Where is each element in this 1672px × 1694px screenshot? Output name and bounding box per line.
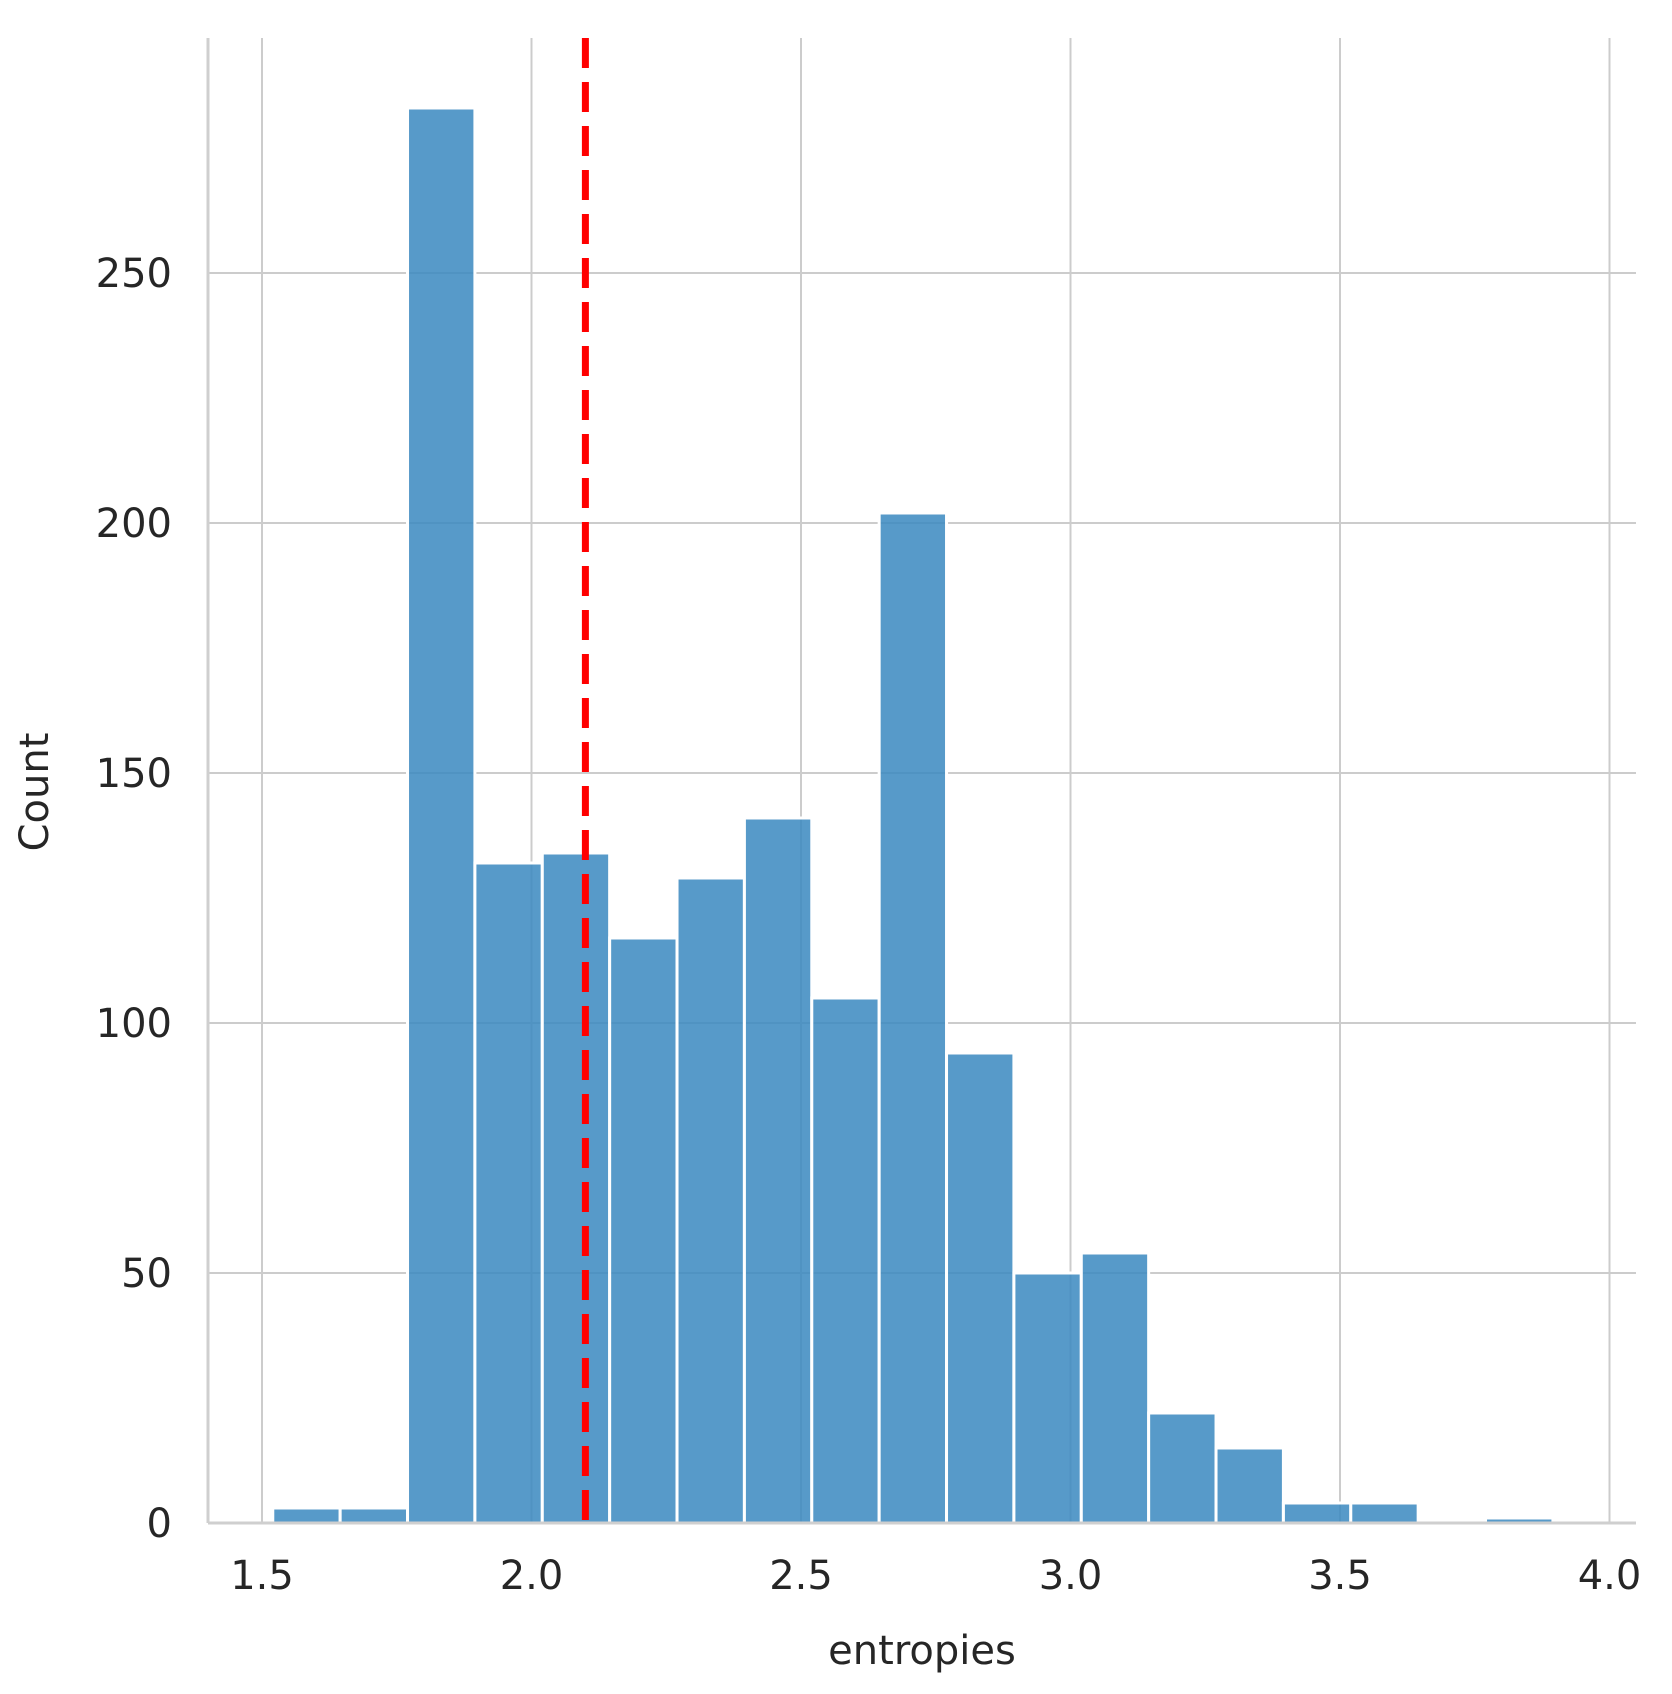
histogram-bar xyxy=(1147,1411,1218,1525)
histogram-bar xyxy=(1079,1251,1151,1525)
histogram-bar xyxy=(1214,1446,1285,1525)
x-tick-label: 3.0 xyxy=(1039,1553,1103,1599)
histogram-bar xyxy=(675,876,746,1525)
x-tick-label: 1.5 xyxy=(230,1553,294,1599)
y-tick-label: 100 xyxy=(96,1001,172,1047)
x-tick-label: 2.0 xyxy=(500,1553,564,1599)
histogram-bar xyxy=(271,1506,342,1525)
x-axis-label: entropies xyxy=(828,1628,1016,1674)
axis-layer xyxy=(206,38,1636,1525)
y-tick-label: 200 xyxy=(96,501,172,547)
x-tick-label: 2.5 xyxy=(769,1553,833,1599)
histogram-bar xyxy=(473,861,544,1525)
histogram-bar xyxy=(608,936,679,1525)
histogram-bar xyxy=(877,511,949,1525)
histogram-bar xyxy=(1012,1271,1083,1525)
histogram-bar xyxy=(810,996,881,1525)
y-tick-label: 50 xyxy=(121,1251,172,1297)
histogram-bar xyxy=(742,816,814,1525)
bars-layer xyxy=(271,106,1555,1525)
y-tick-label: 150 xyxy=(96,751,172,797)
histogram-bar xyxy=(338,1506,410,1525)
histogram-bar xyxy=(1349,1501,1420,1525)
x-tick-label: 4.0 xyxy=(1578,1553,1642,1599)
x-tick-label: 3.5 xyxy=(1308,1553,1372,1599)
y-axis-label: Count xyxy=(12,733,58,852)
y-tick-label: 0 xyxy=(147,1501,172,1547)
histogram-bar xyxy=(1281,1501,1353,1525)
histogram-bar xyxy=(540,851,612,1525)
histogram-bar xyxy=(945,1051,1016,1525)
y-tick-label: 250 xyxy=(96,251,172,297)
histogram-bar xyxy=(406,106,477,1525)
tick-labels-layer: 1.5 2.0 2.5 3.0 3.5 4.0 0 50 100 150 200 250 xyxy=(96,251,1642,1599)
